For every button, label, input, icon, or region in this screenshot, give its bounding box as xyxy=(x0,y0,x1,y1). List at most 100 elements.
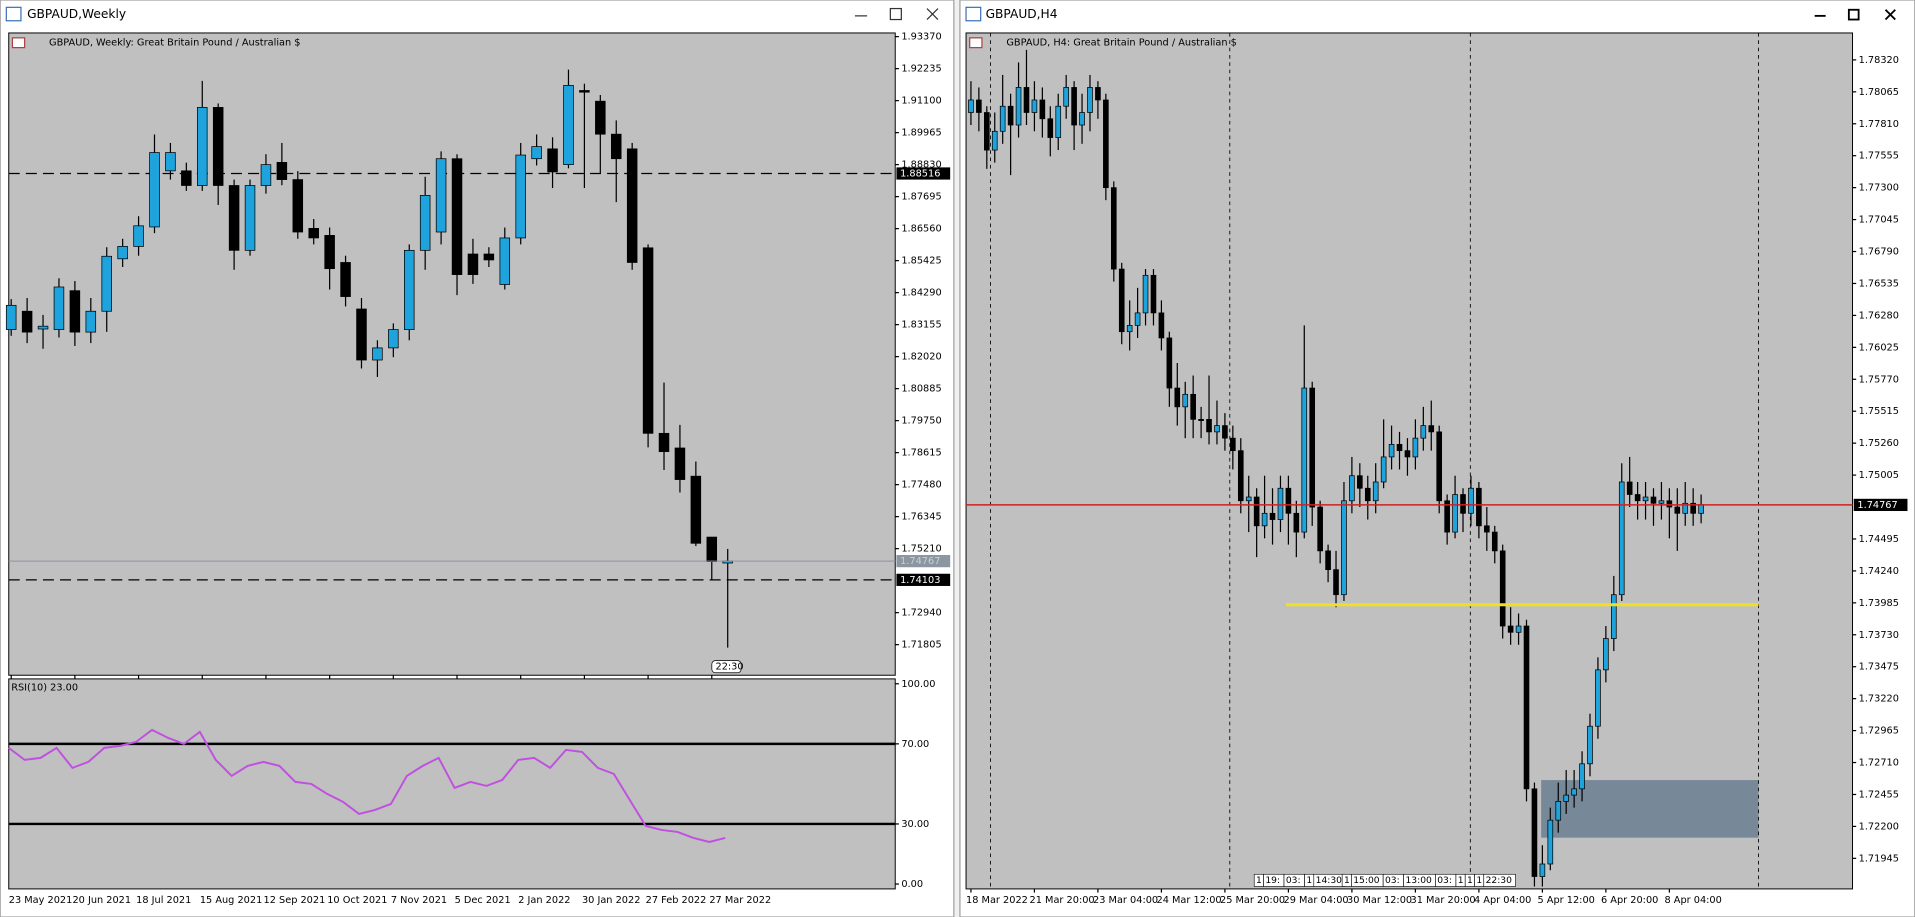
chart-header: GBPAUD, H4: Great Britain Pound / Austra… xyxy=(1006,38,1237,49)
candle-body xyxy=(101,255,112,312)
candle-body xyxy=(1237,450,1244,502)
candle-body xyxy=(1230,437,1236,452)
y-tick-label: 1.77045 xyxy=(1859,215,1899,226)
y-tick-label: 70.00 xyxy=(901,739,929,750)
maximize-button[interactable] xyxy=(889,7,902,21)
candle-body xyxy=(356,308,367,361)
candle-body xyxy=(1563,794,1569,802)
event-label: 1 xyxy=(1256,876,1262,886)
candle-body xyxy=(1460,494,1466,514)
candle-body xyxy=(292,179,304,233)
candle-body xyxy=(149,152,160,228)
candle-body xyxy=(1491,531,1498,552)
candle-body xyxy=(1650,496,1657,504)
close-button[interactable] xyxy=(926,8,939,20)
y-tick-label: 1.78320 xyxy=(1859,55,1899,66)
candle-body xyxy=(1253,496,1260,527)
candle-body xyxy=(419,195,431,251)
candle-body xyxy=(1071,87,1077,126)
candle-body xyxy=(1341,500,1347,596)
candle-body xyxy=(1039,99,1046,120)
candle-body xyxy=(467,253,479,275)
candle-body xyxy=(181,170,192,186)
window-title: GBPAUD,H4 xyxy=(986,7,1058,21)
window-icon xyxy=(965,6,982,22)
candle-body xyxy=(1015,87,1022,126)
candle-body xyxy=(1150,274,1157,314)
candle-body xyxy=(983,112,990,151)
candle-body xyxy=(642,247,654,434)
y-tick-label: 1.77300 xyxy=(1859,183,1899,194)
candle-body xyxy=(197,107,208,186)
y-tick-label: 1.72710 xyxy=(1859,758,1899,769)
event-label: 1 xyxy=(1458,876,1464,886)
candle-body xyxy=(1444,500,1450,533)
y-tick-label: 30.00 xyxy=(901,819,929,830)
candle-body xyxy=(21,310,33,333)
event-label-box xyxy=(1483,873,1516,887)
y-tick-label: 1.76280 xyxy=(1859,310,1899,321)
candle-body xyxy=(1349,475,1355,502)
y-tick-label: 1.71805 xyxy=(901,640,941,651)
candle-body xyxy=(1626,481,1633,495)
header-icon xyxy=(969,37,983,49)
candle-body xyxy=(53,286,65,330)
event-label: 22:30 xyxy=(1486,876,1513,886)
candle-body xyxy=(1436,431,1443,502)
y-tick-label: 1.74495 xyxy=(1859,534,1899,545)
x-tick-label: 12 Sep 2021 xyxy=(264,895,326,906)
y-tick-label: 1.77555 xyxy=(1859,151,1899,162)
y-tick-label: 1.88830 xyxy=(901,160,941,171)
candle-body xyxy=(976,99,982,113)
candle-body xyxy=(1333,569,1339,596)
candle-body xyxy=(1380,456,1387,483)
x-tick-label: 25 Mar 20:00 xyxy=(1220,895,1285,906)
y-tick-label: 1.82020 xyxy=(901,352,941,363)
candle-body xyxy=(165,152,176,172)
y-tick-label: 1.84290 xyxy=(901,288,941,299)
x-tick-label: 23 May 2021 xyxy=(9,895,73,906)
candle-body xyxy=(579,90,590,93)
x-tick-label: 27 Feb 2022 xyxy=(646,895,707,906)
candle-body xyxy=(1484,525,1490,533)
candle-body xyxy=(1587,725,1593,765)
candle-body xyxy=(1110,187,1117,270)
candle-body xyxy=(1182,393,1189,408)
candle-body xyxy=(499,237,511,285)
time-label: 22:30 xyxy=(715,662,743,673)
y-tick-label: 1.93370 xyxy=(901,32,941,43)
event-label: 15:00 xyxy=(1353,876,1380,886)
candle-body xyxy=(1063,87,1069,107)
x-tick-label: 5 Dec 2021 xyxy=(455,895,511,906)
x-tick-label: 8 Apr 04:00 xyxy=(1664,895,1721,906)
candle-body xyxy=(1126,325,1133,333)
event-label: 14:30 xyxy=(1316,876,1343,886)
hline-label-box xyxy=(896,167,951,180)
candle-body xyxy=(1023,87,1030,113)
candle-body xyxy=(1658,500,1665,504)
candle-body xyxy=(1452,494,1458,533)
y-tick-label: 1.74240 xyxy=(1859,566,1899,577)
candle-body xyxy=(1547,819,1554,865)
candle-body xyxy=(595,100,606,135)
candle-body xyxy=(991,130,998,151)
maximize-button[interactable] xyxy=(1847,8,1860,21)
x-tick-label: 24 Mar 12:00 xyxy=(1157,895,1222,906)
candle-body xyxy=(117,246,128,260)
candle-body xyxy=(547,148,558,173)
candle-body xyxy=(244,185,256,251)
x-tick-label: 7 Nov 2021 xyxy=(391,895,447,906)
charts: GBPAUD, Weekly: Great Britain Pound / Au… xyxy=(5,32,1908,906)
y-tick-label: 1.76025 xyxy=(1859,342,1899,353)
x-tick-label: 29 Mar 04:00 xyxy=(1284,895,1349,906)
candle-body xyxy=(69,290,81,333)
candle-body xyxy=(1571,788,1577,796)
y-tick-label: 1.72940 xyxy=(901,608,941,619)
close-button[interactable] xyxy=(1884,9,1896,21)
candle-body xyxy=(451,158,463,275)
y-tick-label: 1.85425 xyxy=(901,256,941,267)
candle-body xyxy=(483,253,495,261)
candle-body xyxy=(1690,502,1696,514)
y-tick-label: 1.72965 xyxy=(1859,726,1899,737)
